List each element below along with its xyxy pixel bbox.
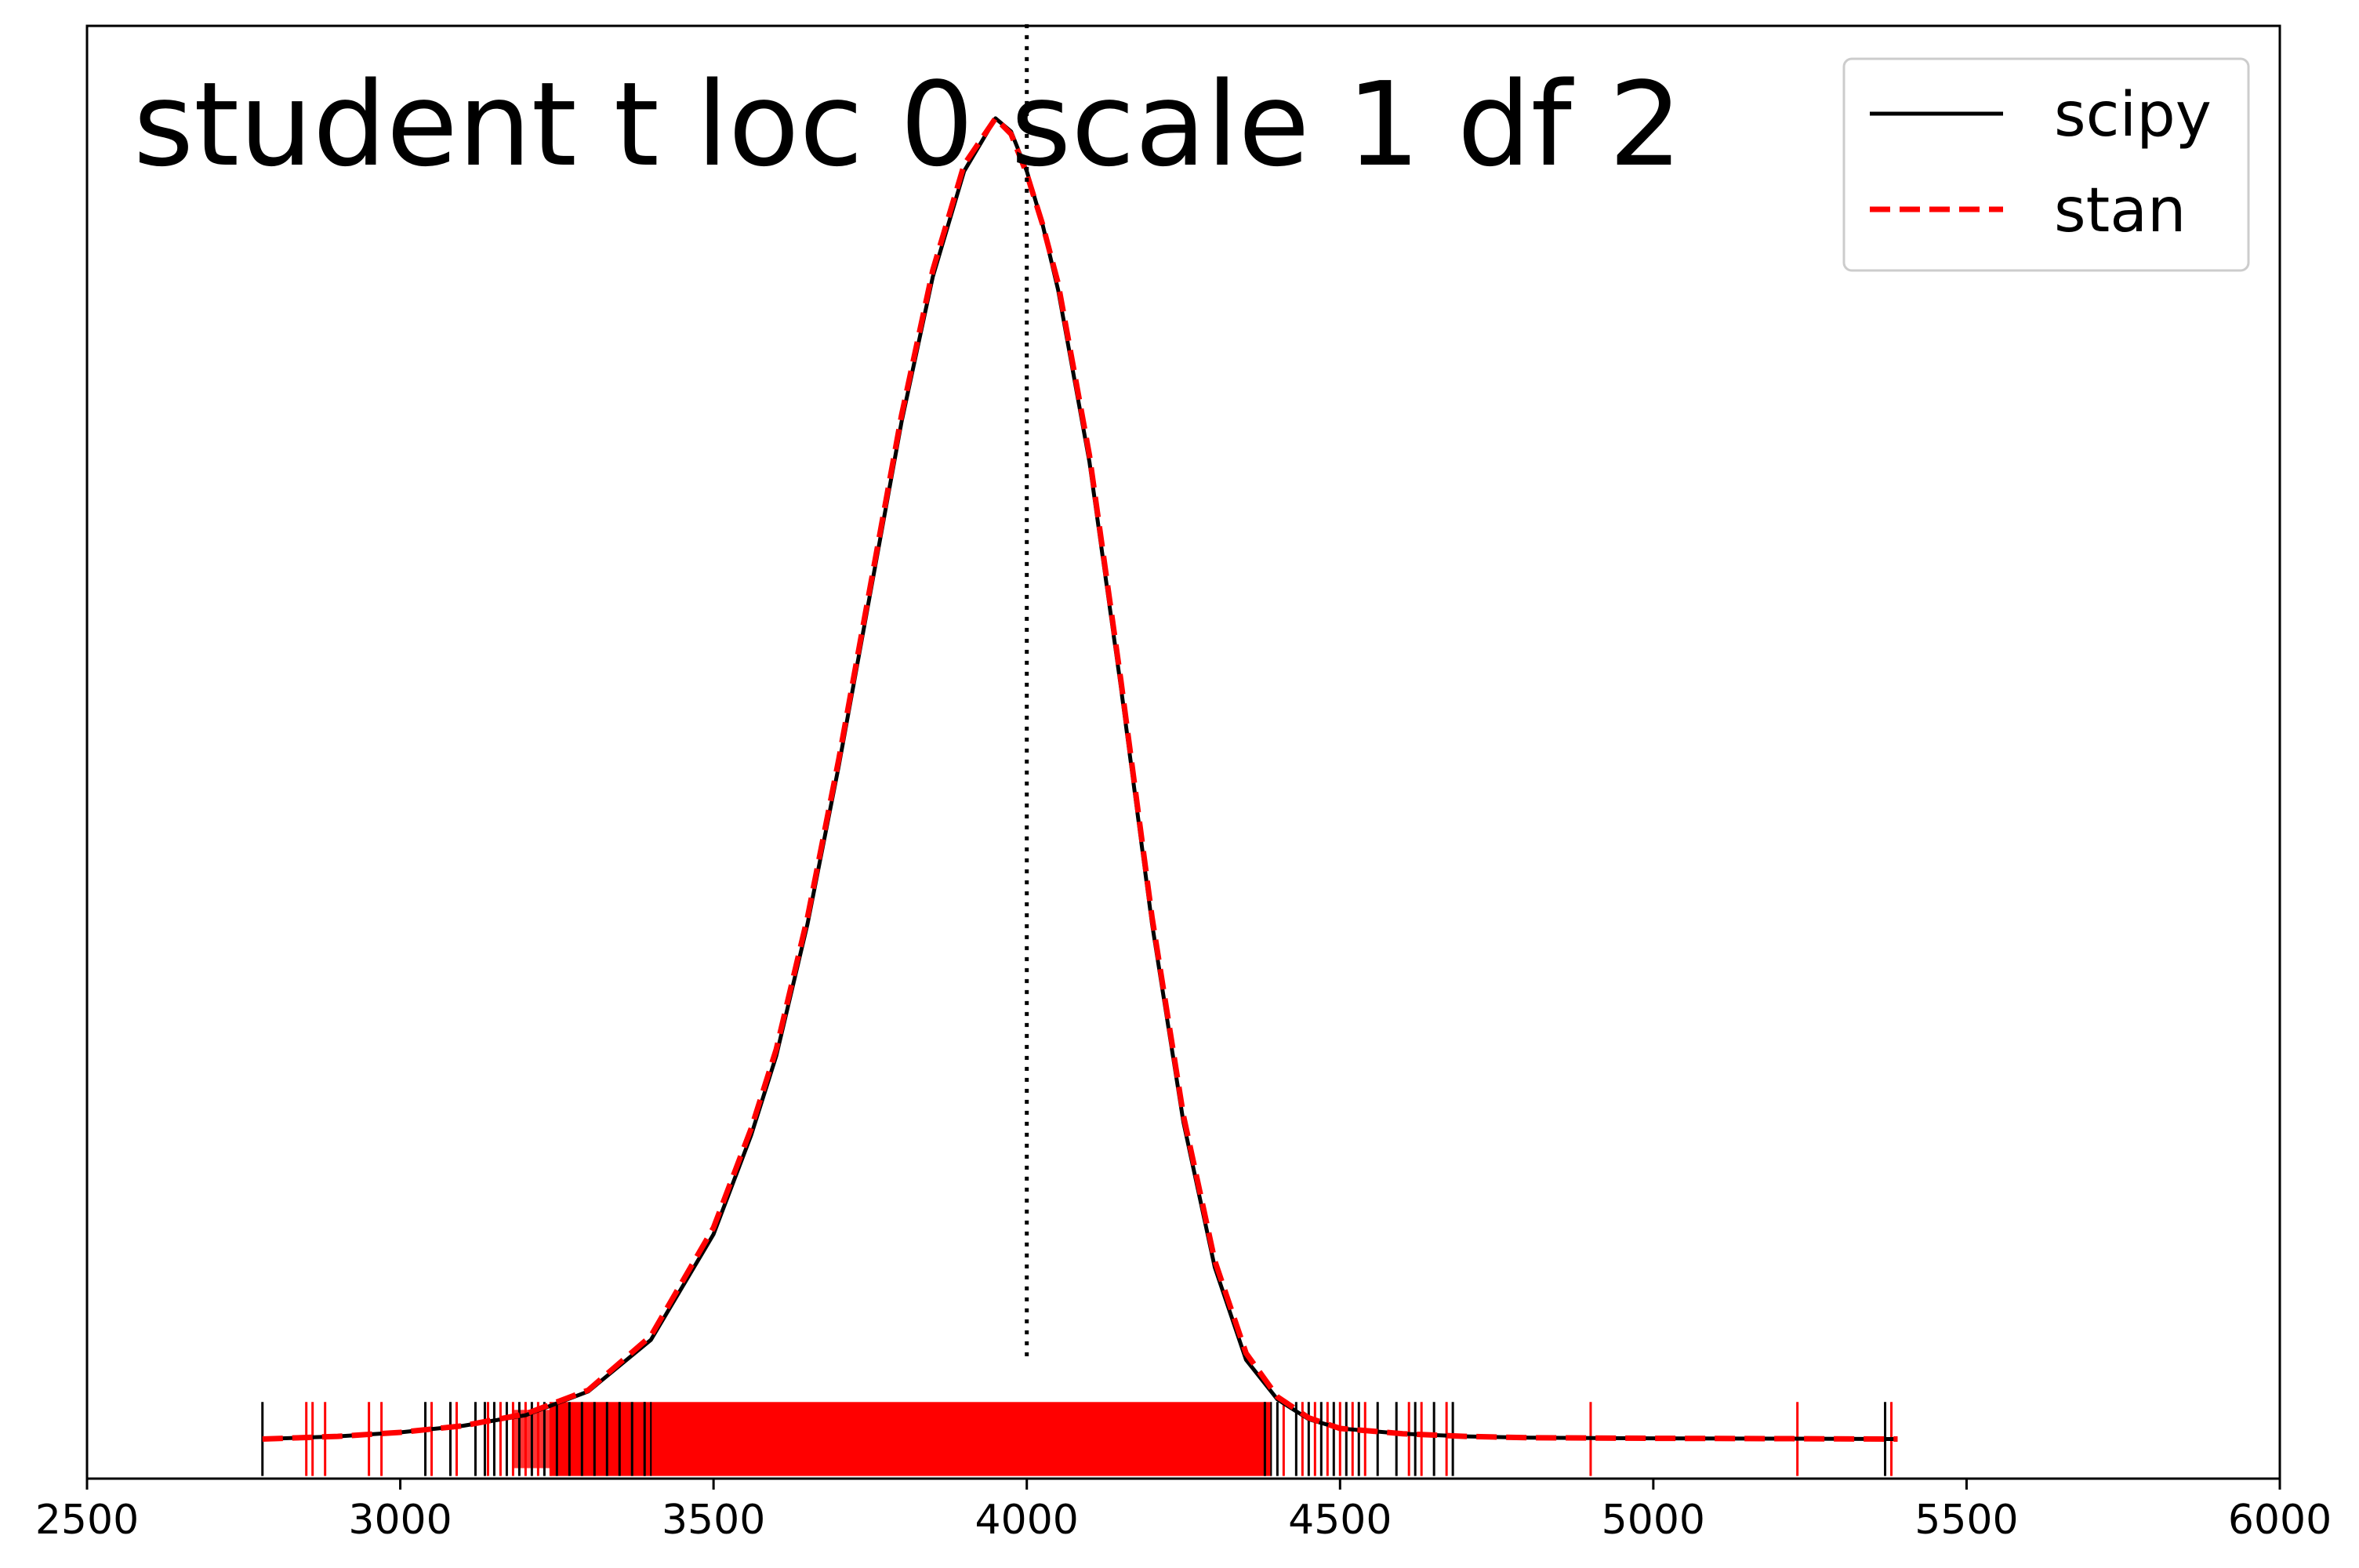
legend-label-scipy: scipy [2054, 80, 2212, 151]
chart-title: student t loc 0 scale 1 df 2 [133, 57, 1682, 192]
x-tick-label: 3000 [348, 1497, 452, 1544]
series-line-stan [262, 115, 1898, 1442]
legend: scipy stan [1842, 57, 2250, 272]
legend-label-stan: stan [2054, 176, 2186, 246]
rug-layer [261, 1402, 1893, 1476]
x-axis: 2500 3000 3500 4000 4500 5000 5500 6000 [35, 1479, 2332, 1544]
x-tick-label: 4000 [975, 1497, 1079, 1544]
lines-layer [262, 115, 1898, 1442]
x-tick-label: 5500 [1914, 1497, 2018, 1544]
x-tick-label: 5000 [1602, 1497, 1705, 1544]
x-tick-label: 2500 [35, 1497, 139, 1544]
x-tick-label: 6000 [2228, 1497, 2332, 1544]
x-tick-label: 3500 [662, 1497, 765, 1544]
rug-band-stan [550, 1402, 1272, 1476]
plot-frame [85, 24, 2281, 1480]
x-tick-label: 4500 [1288, 1497, 1392, 1544]
